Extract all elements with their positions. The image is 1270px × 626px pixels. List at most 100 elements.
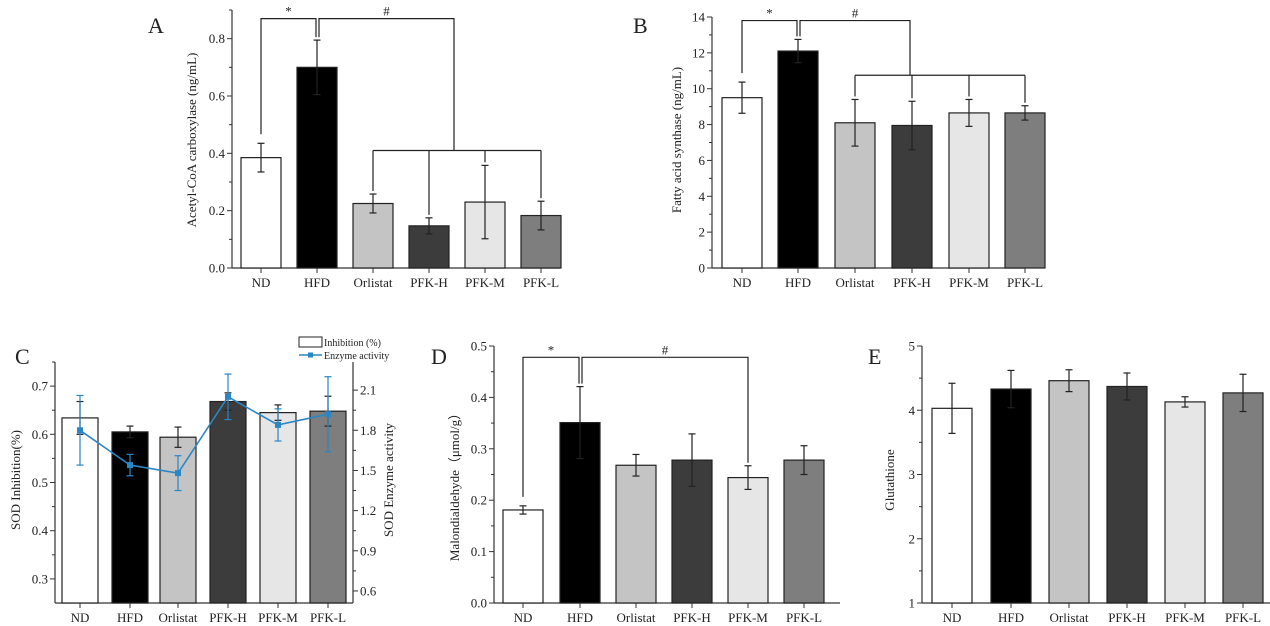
y-axis-title-a: Acetyl-CoA carboxylase (ng/mL) (184, 53, 199, 228)
significance-bracket-star-a (260, 18, 317, 135)
enzyme-activity-point-nd (77, 427, 83, 434)
x-tick-label-d: ND (514, 610, 533, 625)
legend-swatch-enzyme-marker (308, 352, 313, 358)
y2-tick-label-c: 1.8 (360, 423, 376, 438)
enzyme-activity-point-pfk-l (325, 411, 331, 418)
legend-label-inhibition: Inhibition (%) (324, 338, 381, 349)
x-tick-label-a: ND (252, 275, 271, 290)
enzyme-activity-point-orlistat (175, 470, 181, 477)
bar-d-pfk-m (727, 476, 769, 604)
x-tick-label-b: PFK-M (949, 275, 989, 290)
y-tick-label-b: 6 (699, 153, 706, 168)
panel-letter-a: A (148, 13, 164, 38)
x-tick-label-b: HFD (785, 275, 811, 290)
y-tick-label-d: 0.2 (471, 493, 487, 508)
legend-swatch-inhibition (298, 336, 323, 348)
bar-e-nd (931, 407, 973, 604)
x-tick-label-a: PFK-H (410, 275, 448, 290)
y2-axis-title-c: SOD Enzyme activity (381, 422, 396, 537)
x-tick-label-c: PFK-H (209, 610, 247, 625)
significance-bracket-hash-a (318, 18, 455, 151)
panel-b-fatty-acid-synthase: B Fatty acid synthase (ng/mL) 0 2 4 6 8 10 12 1… (633, 6, 1046, 290)
significance-bracket-star-d (522, 356, 580, 497)
y-tick-label-b: 8 (699, 117, 706, 132)
y2-tick-label-c: 0.6 (360, 583, 377, 598)
y-tick-label-b: 4 (699, 189, 706, 204)
panel-letter-c: C (15, 344, 30, 369)
panel-d-malondialdehyde: D Malondialdehyde（μmol/g） 0.0 0.1 0.2 0.3 0.… (431, 339, 840, 625)
y-tick-label-b: 12 (692, 45, 705, 60)
y-tick-label-a: 0.0 (209, 261, 225, 276)
x-tick-label-b: Orlistat (836, 275, 875, 290)
significance-bracket-hash-d (581, 356, 749, 463)
significance-bracket-star-b (741, 19, 798, 74)
y-axis-title-c: SOD Inhibition(%) (8, 430, 23, 530)
panel-c-sod: C SOD Inhibition(%) SOD Enzyme activity … (8, 336, 396, 625)
bar-c-pfk-m (259, 412, 297, 604)
y-tick-label-a: 0.4 (209, 146, 226, 161)
y-tick-label-b: 0 (699, 261, 706, 276)
y2-tick-label-c: 2.1 (360, 383, 376, 398)
x-tick-label-e: HFD (998, 610, 1024, 625)
panel-letter-e: E (868, 344, 881, 369)
panel-e-glutathione: E Glutathione 1 2 3 4 5 ND HFD Orlistat PFK-H PFK… (868, 339, 1270, 625)
y-tick-label-d: 0.0 (471, 596, 487, 611)
panel-letter-b: B (633, 13, 648, 38)
x-tick-label-c: ND (71, 610, 90, 625)
y-tick-label-a: 0.2 (209, 203, 225, 218)
legend-label-enzyme: Enzyme activity (324, 351, 389, 362)
enzyme-activity-point-hfd (127, 462, 133, 469)
bar-b-pfk-m (948, 112, 990, 269)
panel-letter-d: D (431, 344, 447, 369)
significance-star-d: * (548, 342, 555, 357)
bar-e-orlistat (1048, 380, 1090, 604)
x-tick-label-e: PFK-L (1225, 610, 1261, 625)
x-tick-label-a: Orlistat (354, 275, 393, 290)
x-tick-label-d: PFK-L (786, 610, 822, 625)
x-tick-label-a: PFK-M (465, 275, 505, 290)
y2-tick-label-c: 1.2 (360, 503, 376, 518)
bar-a-nd (240, 157, 282, 269)
bar-a-hfd (296, 66, 338, 269)
x-tick-label-d: PFK-M (728, 610, 768, 625)
enzyme-activity-point-pfk-h (225, 393, 231, 400)
x-tick-label-e: ND (943, 610, 962, 625)
significance-hash-d: # (662, 342, 669, 357)
y2-tick-label-c: 1.5 (360, 463, 376, 478)
bar-d-orlistat (615, 464, 657, 604)
significance-hash-b: # (852, 6, 859, 21)
y2-tick-label-c: 0.9 (360, 543, 376, 558)
y-tick-label-e: 5 (909, 339, 916, 354)
y-tick-label-c: 0.7 (32, 379, 49, 394)
x-tick-label-c: PFK-M (258, 610, 298, 625)
x-tick-label-d: PFK-H (673, 610, 711, 625)
legend-c: Inhibition (%) Enzyme activity (298, 336, 389, 362)
y-tick-label-a: 0.8 (209, 31, 225, 46)
bar-b-orlistat (834, 122, 876, 269)
x-tick-label-b: ND (733, 275, 752, 290)
bar-b-nd (721, 97, 763, 269)
bar-e-hfd (990, 388, 1032, 604)
x-tick-label-e: PFK-H (1108, 610, 1146, 625)
y-tick-label-d: 0.5 (471, 339, 487, 354)
x-tick-label-e: PFK-M (1165, 610, 1205, 625)
x-tick-label-c: PFK-L (310, 610, 346, 625)
y-axis-title-e: Glutathione (882, 449, 897, 511)
x-tick-label-d: HFD (567, 610, 593, 625)
x-tick-label-d: Orlistat (617, 610, 656, 625)
y-tick-label-d: 0.3 (471, 441, 487, 456)
bar-e-pfk-h (1106, 385, 1148, 604)
y-tick-label-c: 0.4 (32, 523, 49, 538)
x-tick-label-b: PFK-L (1007, 275, 1043, 290)
bar-b-pfk-l (1004, 112, 1046, 269)
significance-hash-a: # (383, 4, 390, 19)
x-tick-label-b: PFK-H (893, 275, 931, 290)
bar-c-pfk-h (209, 400, 247, 604)
panel-a-acetyl-coa-carboxylase: A Acetyl-CoA carboxylase (ng/mL) 0.0 0.2 0… (148, 4, 562, 290)
x-tick-label-c: HFD (117, 610, 143, 625)
bar-a-orlistat (352, 202, 394, 269)
enzyme-activity-point-pfk-m (275, 421, 281, 428)
bar-e-pfk-m (1164, 401, 1206, 604)
significance-star-a: * (285, 4, 292, 19)
